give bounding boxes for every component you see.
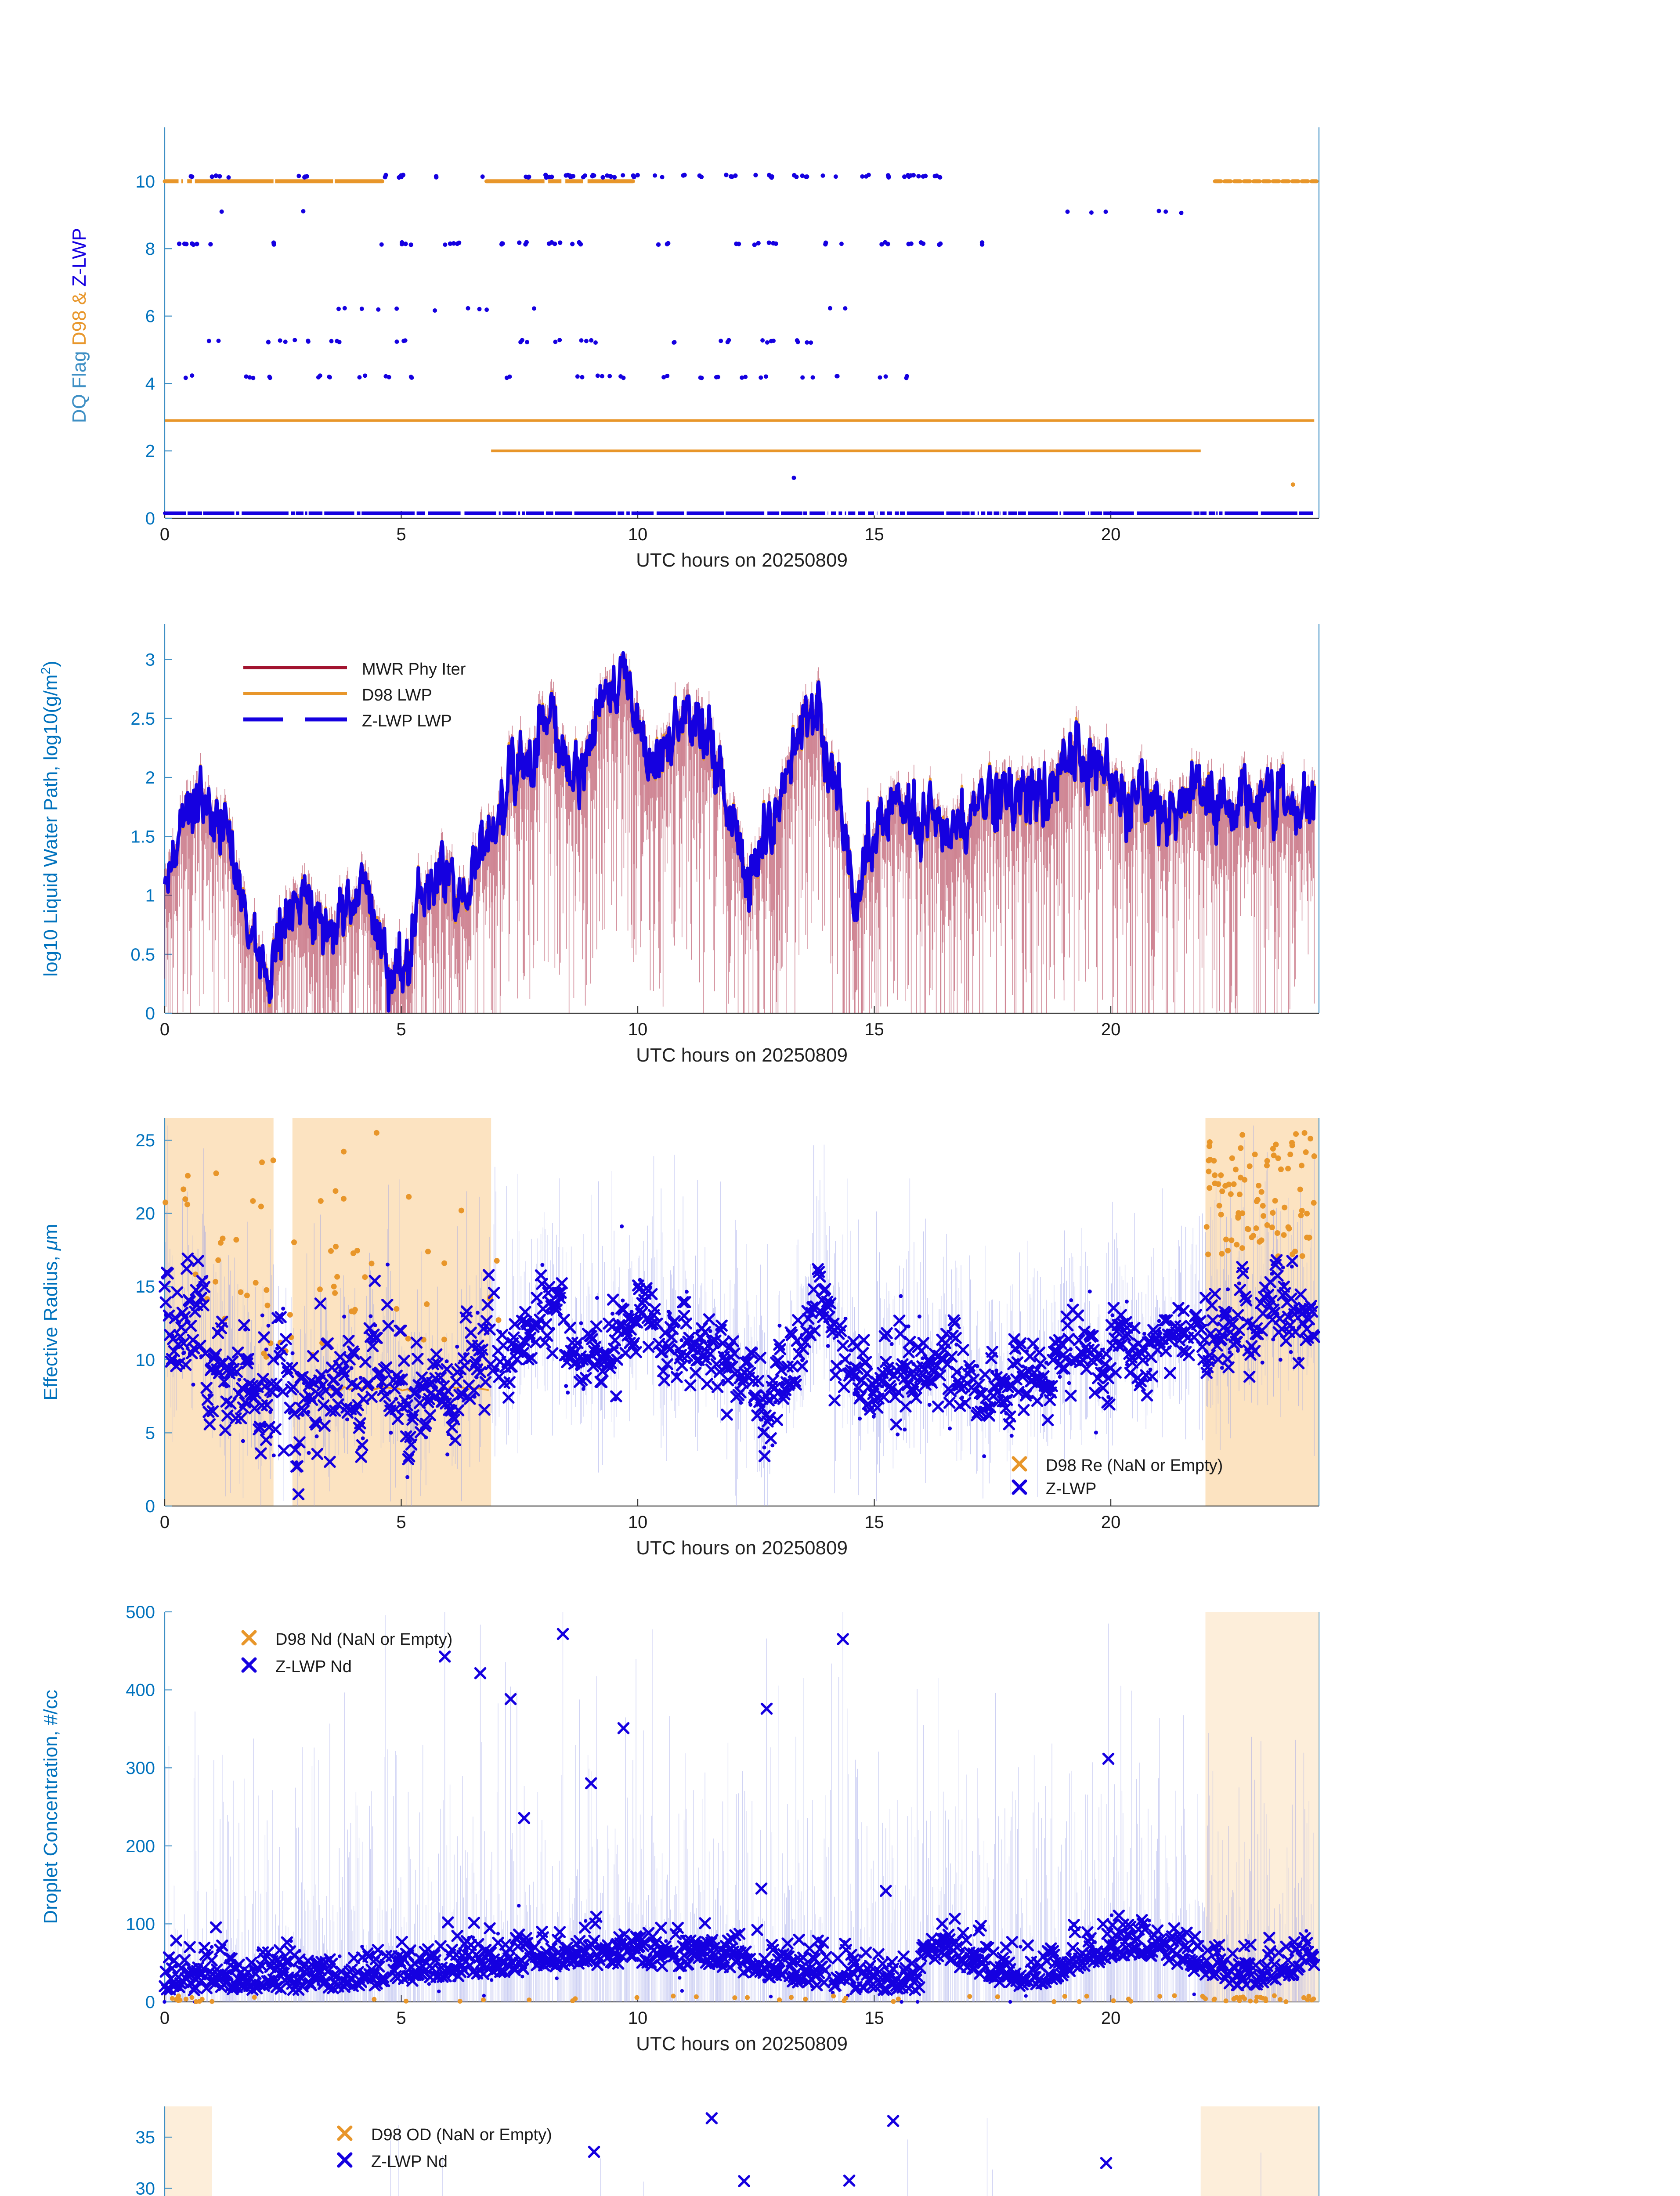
svg-text:0: 0	[160, 1020, 170, 1039]
svg-text:1.5: 1.5	[130, 827, 155, 846]
svg-text:D98 &: D98 &	[69, 292, 90, 346]
svg-text:Effective Radius, μm: Effective Radius, μm	[40, 1224, 61, 1400]
svg-text:10: 10	[628, 525, 648, 544]
svg-text:0.5: 0.5	[130, 945, 155, 964]
svg-text:Z-LWP: Z-LWP	[69, 228, 90, 287]
svg-text:UTC hours on 20250809: UTC hours on 20250809	[636, 549, 848, 571]
svg-text:0: 0	[145, 509, 155, 528]
svg-text:Z-LWP: Z-LWP	[1046, 1480, 1096, 1498]
svg-text:Z-LWP LWP: Z-LWP LWP	[362, 712, 452, 730]
svg-text:UTC hours on 20250809: UTC hours on 20250809	[636, 2033, 848, 2055]
svg-text:30: 30	[136, 2179, 155, 2196]
svg-text:DQ Flag: DQ Flag	[69, 351, 90, 423]
svg-text:UTC hours on 20250809: UTC hours on 20250809	[636, 1044, 848, 1066]
svg-text:20: 20	[1101, 525, 1121, 544]
svg-text:10: 10	[628, 1513, 648, 1532]
svg-text:1: 1	[145, 886, 155, 906]
svg-text:10: 10	[136, 172, 155, 191]
svg-text:0: 0	[145, 1004, 155, 1023]
svg-text:8: 8	[145, 239, 155, 259]
svg-text:10: 10	[628, 1020, 648, 1039]
svg-text:15: 15	[136, 1277, 155, 1297]
svg-text:0: 0	[160, 2008, 170, 2028]
svg-text:D98 LWP: D98 LWP	[362, 686, 432, 704]
svg-text:5: 5	[396, 525, 406, 544]
svg-text:15: 15	[864, 525, 884, 544]
svg-text:D98 Re (NaN or Empty): D98 Re (NaN or Empty)	[1046, 1456, 1223, 1475]
svg-text:4: 4	[145, 374, 155, 394]
svg-text:35: 35	[136, 2128, 155, 2147]
svg-text:UTC hours on 20250809: UTC hours on 20250809	[636, 1537, 848, 1559]
svg-text:5: 5	[145, 1423, 155, 1443]
svg-text:200: 200	[126, 1837, 155, 1856]
svg-text:Z-LWP Nd: Z-LWP Nd	[275, 1658, 352, 1676]
svg-text:MWR Phy Iter: MWR Phy Iter	[362, 660, 466, 679]
svg-text:6: 6	[145, 307, 155, 326]
svg-text:0: 0	[145, 1497, 155, 1516]
svg-text:2: 2	[145, 442, 155, 461]
svg-text:0: 0	[145, 1993, 155, 2012]
svg-text:25: 25	[136, 1131, 155, 1150]
svg-text:15: 15	[864, 1513, 884, 1532]
svg-text:15: 15	[864, 2008, 884, 2028]
svg-text:5: 5	[396, 1020, 406, 1039]
svg-text:15: 15	[864, 1020, 884, 1039]
svg-text:5: 5	[396, 1513, 406, 1532]
svg-text:20: 20	[1101, 2008, 1121, 2028]
svg-text:D98 Nd (NaN or Empty): D98 Nd (NaN or Empty)	[275, 1630, 452, 1649]
svg-text:0: 0	[160, 525, 170, 544]
svg-text:Droplet Concentration, #/cc: Droplet Concentration, #/cc	[40, 1690, 61, 1924]
svg-text:3: 3	[145, 650, 155, 670]
svg-text:2.5: 2.5	[130, 709, 155, 729]
svg-text:2: 2	[145, 768, 155, 787]
svg-text:20: 20	[1101, 1513, 1121, 1532]
svg-text:0: 0	[160, 1513, 170, 1532]
svg-text:300: 300	[126, 1759, 155, 1778]
svg-text:100: 100	[126, 1914, 155, 1934]
svg-text:5: 5	[396, 2008, 406, 2028]
svg-text:500: 500	[126, 1603, 155, 1622]
svg-text:400: 400	[126, 1681, 155, 1700]
svg-text:log10 Liquid Water Path, log10: log10 Liquid Water Path, log10(g/m2)	[39, 661, 62, 976]
svg-text:20: 20	[1101, 1020, 1121, 1039]
svg-text:20: 20	[136, 1204, 155, 1224]
svg-text:10: 10	[136, 1351, 155, 1370]
svg-text:10: 10	[628, 2008, 648, 2028]
